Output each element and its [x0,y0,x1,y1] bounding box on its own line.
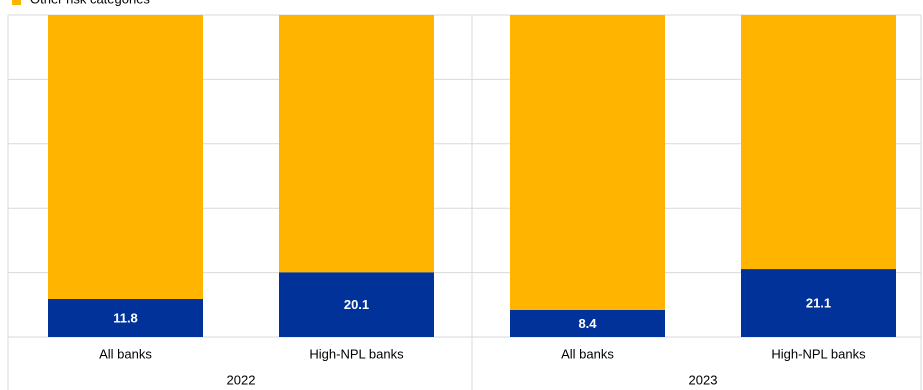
data-label: 11.8 [113,310,138,325]
x-tick-label: All banks [561,346,614,361]
bar-segment [741,269,896,337]
bar-segment [510,309,665,337]
bar-segment [279,15,434,273]
group-label: 2022 [227,372,256,387]
bar-segment [279,272,434,337]
bar-segment [48,299,203,337]
x-tick-label: High-NPL banks [771,346,866,361]
data-label: 20.1 [344,297,369,312]
x-tick-label: All banks [99,346,152,361]
group-label: 2023 [689,372,718,387]
bar-segment [48,15,203,300]
data-label: 8.4 [578,316,597,331]
data-label: 21.1 [806,295,831,310]
legend-label: Other risk categories [30,0,150,6]
bar-segment [741,15,896,270]
x-tick-label: High-NPL banks [309,346,404,361]
legend-swatch [12,0,21,5]
bar-segment [510,15,665,310]
